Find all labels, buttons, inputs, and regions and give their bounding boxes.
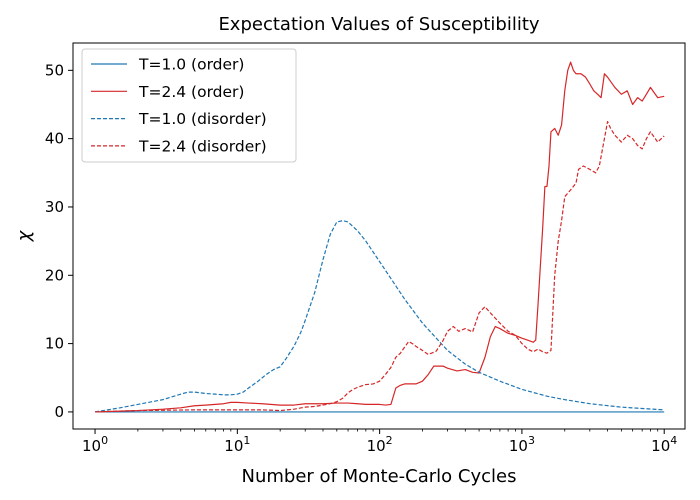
legend-entry-4: T=2.4 (disorder) (138, 137, 267, 155)
series-layer (94, 61, 665, 413)
x-tick-label: 100 (82, 434, 108, 455)
series-line-2 (95, 61, 665, 413)
y-tick-label: 20 (45, 266, 64, 284)
legend: T=1.0 (order) T=2.4 (order) T=1.0 (disorde… (81, 48, 297, 163)
y-tick-label: 10 (45, 335, 64, 353)
chart-title: Expectation Values of Susceptibility (218, 14, 539, 35)
series-line-4 (95, 120, 665, 413)
x-tick-label: 102 (367, 434, 393, 455)
y-tick-label: 40 (45, 130, 64, 148)
x-tick-label: 101 (224, 434, 250, 455)
x-axis-ticks: 100 101 102 103 104 (82, 429, 677, 455)
plot-frame (72, 42, 686, 430)
legend-box (81, 48, 297, 163)
legend-entry-1: T=1.0 (order) (138, 56, 244, 74)
y-axis-ticks: 0 10 20 30 40 50 (45, 61, 73, 421)
legend-entry-2: T=2.4 (order) (138, 83, 244, 101)
x-tick-label: 104 (651, 434, 677, 455)
y-axis-label: χ (14, 229, 35, 242)
y-tick-label: 0 (54, 403, 64, 421)
y-tick-label: 30 (45, 198, 64, 216)
y-tick-label: 50 (45, 61, 64, 79)
series-line-3 (94, 220, 665, 413)
legend-entry-3: T=1.0 (disorder) (138, 110, 267, 128)
x-axis-label: Number of Monte-Carlo Cycles (242, 466, 517, 487)
x-tick-label: 103 (509, 434, 535, 455)
